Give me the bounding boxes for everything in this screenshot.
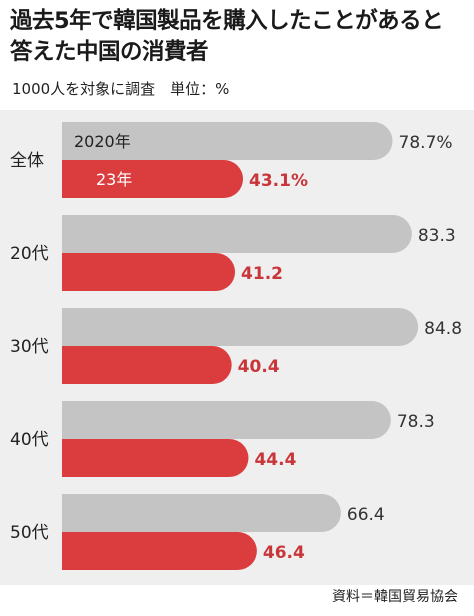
bar-chart: 全体 78.7% 2020年 43.1% 23年 20代 83.3 41.2 30代 84.8 40… — [10, 122, 462, 570]
bar — [62, 215, 412, 253]
bar — [62, 160, 244, 198]
data-label: 40.4 — [238, 357, 280, 377]
data-label: 78.3 — [397, 412, 435, 432]
category-label: 40代 — [10, 430, 49, 450]
bar — [62, 253, 236, 291]
bar — [62, 494, 341, 532]
data-label: 84.8 — [424, 319, 462, 339]
bar — [62, 308, 419, 346]
legend-label: 2020年 — [74, 132, 131, 151]
bar — [62, 346, 232, 384]
source-note: 資料＝韓国貿易協会 — [332, 589, 458, 605]
data-label: 46.4 — [263, 543, 305, 563]
bar — [62, 401, 391, 439]
plot-area: 全体 78.7% 2020年 43.1% 23年 20代 83.3 41.2 30代 84.8 40… — [0, 110, 474, 585]
data-label: 44.4 — [254, 450, 296, 470]
category-label: 50代 — [10, 523, 49, 543]
chart-title-line-2: 答えた中国の消費者 — [10, 39, 209, 65]
data-label: 43.1% — [249, 171, 308, 191]
category-label: 30代 — [10, 337, 49, 357]
data-label: 66.4 — [347, 505, 385, 525]
data-label: 83.3 — [418, 226, 456, 246]
data-label: 78.7% — [399, 133, 453, 153]
bar — [62, 122, 393, 160]
data-label: 41.2 — [241, 264, 283, 284]
bar — [62, 532, 257, 570]
bar — [62, 439, 249, 477]
chart-title: 過去5年で韓国製品を購入したことがあると 答えた中国の消費者 — [10, 6, 470, 68]
category-label: 20代 — [10, 244, 49, 264]
chart-title-line-1: 過去5年で韓国製品を購入したことがあると — [10, 8, 444, 34]
legend-label: 23年 — [96, 170, 132, 189]
chart-subtitle: 1000人を対象に調査 単位：% — [12, 80, 230, 98]
category-label: 全体 — [10, 151, 44, 171]
